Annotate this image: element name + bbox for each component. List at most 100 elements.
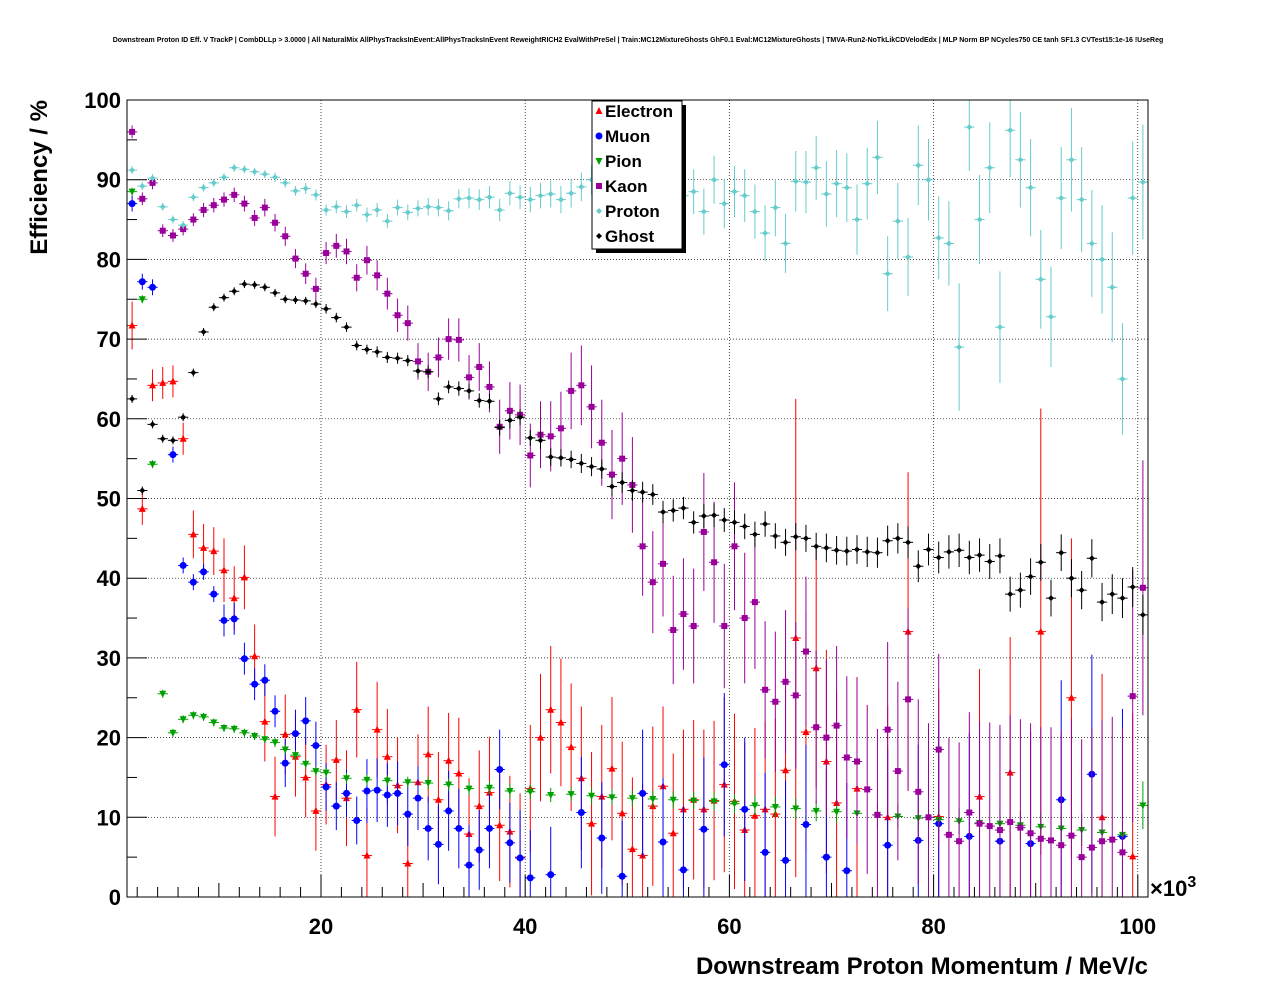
data-point [323, 305, 330, 312]
data-point [619, 455, 626, 462]
data-point [1017, 156, 1024, 163]
data-point [496, 821, 504, 829]
data-point [231, 288, 238, 295]
data-point [394, 789, 402, 797]
data-point [905, 254, 912, 261]
data-point [230, 594, 238, 602]
data-point [210, 202, 217, 209]
data-point [578, 382, 585, 389]
data-point [476, 397, 483, 404]
data-point [629, 487, 636, 494]
legend-label: Electron [605, 102, 673, 121]
data-point [129, 395, 136, 402]
data-point [353, 202, 360, 209]
data-point [374, 206, 381, 213]
data-point [1109, 836, 1116, 843]
data-point [1129, 583, 1136, 590]
data-point [1027, 573, 1034, 580]
legend-marker [595, 107, 603, 114]
data-point [169, 232, 176, 239]
data-point [1088, 844, 1095, 851]
data-point [485, 824, 493, 832]
data-point [854, 546, 861, 553]
data-point [251, 168, 258, 175]
data-point [711, 176, 718, 183]
legend-entry-muon: Muon [595, 127, 650, 146]
data-point [445, 756, 453, 764]
data-point [241, 281, 248, 288]
legend-marker [596, 208, 602, 214]
data-point [1109, 284, 1116, 291]
data-point [128, 200, 136, 208]
data-point [813, 164, 820, 171]
data-point [527, 196, 534, 203]
legend-label: Pion [605, 152, 642, 171]
data-point [240, 729, 248, 737]
data-point [700, 528, 707, 535]
data-point [363, 787, 371, 795]
data-point [210, 547, 218, 555]
data-point [537, 192, 544, 199]
data-point [771, 803, 779, 811]
data-point [823, 734, 830, 741]
data-point [322, 783, 330, 791]
data-point [741, 805, 749, 813]
data-point [1007, 591, 1014, 598]
data-point [792, 805, 800, 813]
data-point [241, 166, 248, 173]
data-point [434, 795, 442, 803]
data-point [721, 623, 728, 630]
legend-marker [596, 233, 602, 239]
data-point [210, 590, 218, 598]
data-point [976, 216, 983, 223]
data-point [1007, 819, 1014, 826]
data-point [782, 539, 789, 546]
data-point [802, 648, 809, 655]
data-point [822, 853, 830, 861]
data-point [690, 188, 697, 195]
data-point [772, 532, 779, 539]
data-point [363, 346, 370, 353]
data-point [333, 314, 340, 321]
data-point [404, 320, 411, 327]
legend-entry-electron: Electron [595, 102, 673, 121]
data-point [864, 786, 871, 793]
data-point [455, 336, 462, 343]
data-point [945, 240, 952, 247]
data-point [527, 434, 534, 441]
data-point [1007, 127, 1014, 134]
data-point [1078, 587, 1085, 594]
x-multiplier-base: ×10 [1150, 876, 1187, 901]
data-point [751, 208, 758, 215]
data-point [557, 718, 565, 726]
data-point [506, 787, 514, 795]
data-point [680, 611, 687, 618]
data-point [496, 206, 503, 213]
data-point [414, 358, 421, 365]
data-point [384, 290, 391, 297]
data-point [761, 848, 769, 856]
data-point [986, 823, 993, 830]
data-point [281, 746, 289, 754]
data-point [271, 739, 279, 747]
data-point [465, 785, 473, 793]
y-tick-label: 90 [97, 168, 121, 193]
data-point [588, 819, 596, 827]
data-point [363, 851, 371, 859]
data-point [230, 615, 238, 623]
data-point [547, 871, 555, 879]
data-point [190, 216, 197, 223]
data-point [1088, 240, 1095, 247]
data-point [966, 809, 973, 816]
data-point [302, 773, 310, 781]
data-point [139, 195, 146, 202]
data-point [670, 627, 677, 634]
data-point [782, 678, 789, 685]
data-point [1139, 179, 1146, 186]
data-point [241, 200, 248, 207]
data-point [823, 544, 830, 551]
data-point [557, 425, 564, 432]
data-point [169, 437, 176, 444]
data-point [782, 766, 790, 774]
data-point [1088, 555, 1095, 562]
